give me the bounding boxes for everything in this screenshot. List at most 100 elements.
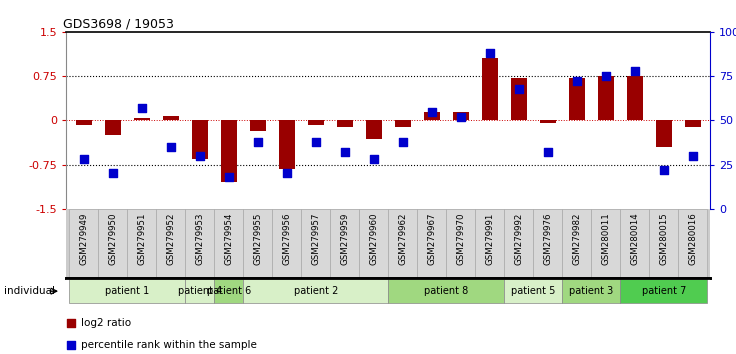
Text: GSM279992: GSM279992 bbox=[514, 212, 523, 265]
Bar bbox=[388, 209, 417, 278]
Text: GSM279949: GSM279949 bbox=[79, 212, 88, 265]
Bar bbox=[221, 120, 237, 182]
Bar bbox=[185, 209, 214, 278]
Text: GSM279952: GSM279952 bbox=[166, 212, 175, 265]
Bar bbox=[214, 209, 243, 278]
Bar bbox=[446, 209, 475, 278]
Point bbox=[310, 139, 322, 144]
Bar bbox=[620, 279, 707, 303]
Point bbox=[223, 174, 235, 180]
Text: GSM279957: GSM279957 bbox=[311, 212, 320, 265]
Bar bbox=[359, 209, 388, 278]
Point bbox=[687, 153, 698, 159]
Bar bbox=[250, 120, 266, 131]
Text: patient 2: patient 2 bbox=[294, 286, 338, 296]
Text: GSM280014: GSM280014 bbox=[630, 212, 640, 265]
Text: GSM279970: GSM279970 bbox=[456, 212, 465, 265]
Bar bbox=[243, 279, 388, 303]
Bar bbox=[539, 120, 556, 123]
Bar bbox=[504, 279, 562, 303]
Point bbox=[542, 149, 553, 155]
Point bbox=[107, 171, 118, 176]
Text: patient 4: patient 4 bbox=[177, 286, 222, 296]
Bar bbox=[191, 120, 208, 159]
Point bbox=[65, 321, 77, 326]
Text: individual: individual bbox=[4, 286, 54, 296]
Text: GSM279982: GSM279982 bbox=[573, 212, 581, 265]
Bar bbox=[598, 76, 614, 120]
Point bbox=[426, 109, 438, 114]
Bar bbox=[279, 120, 294, 169]
Point bbox=[513, 86, 525, 91]
Text: GSM279960: GSM279960 bbox=[369, 212, 378, 265]
Bar bbox=[214, 279, 243, 303]
Text: patient 8: patient 8 bbox=[424, 286, 468, 296]
Text: GSM279956: GSM279956 bbox=[282, 212, 291, 265]
Point bbox=[65, 342, 77, 348]
Bar bbox=[163, 116, 179, 120]
Bar bbox=[301, 209, 330, 278]
Text: GSM279953: GSM279953 bbox=[195, 212, 204, 265]
Text: log2 ratio: log2 ratio bbox=[81, 318, 131, 329]
Bar bbox=[308, 120, 324, 125]
Text: patient 7: patient 7 bbox=[642, 286, 686, 296]
Text: GSM279962: GSM279962 bbox=[398, 212, 407, 265]
Bar bbox=[453, 112, 469, 120]
Point bbox=[78, 156, 90, 162]
Point bbox=[629, 68, 641, 74]
Text: patient 5: patient 5 bbox=[511, 286, 556, 296]
Bar bbox=[649, 209, 679, 278]
Bar bbox=[627, 76, 643, 120]
Bar bbox=[105, 120, 121, 135]
Bar bbox=[185, 279, 214, 303]
Text: GSM279954: GSM279954 bbox=[224, 212, 233, 265]
Bar bbox=[388, 279, 504, 303]
Point bbox=[194, 153, 205, 159]
Point bbox=[135, 105, 147, 111]
Point bbox=[484, 50, 495, 56]
Point bbox=[339, 149, 350, 155]
Bar bbox=[98, 209, 127, 278]
Point bbox=[658, 167, 670, 173]
Text: GDS3698 / 19053: GDS3698 / 19053 bbox=[63, 18, 174, 31]
Bar bbox=[534, 209, 562, 278]
Bar bbox=[69, 279, 185, 303]
Point bbox=[165, 144, 177, 150]
Point bbox=[600, 73, 612, 79]
Text: GSM279959: GSM279959 bbox=[340, 212, 349, 265]
Text: GSM280016: GSM280016 bbox=[688, 212, 697, 265]
Bar bbox=[620, 209, 649, 278]
Point bbox=[252, 139, 263, 144]
Bar bbox=[272, 209, 301, 278]
Bar bbox=[394, 120, 411, 127]
Bar bbox=[156, 209, 185, 278]
Text: GSM279976: GSM279976 bbox=[543, 212, 552, 265]
Point bbox=[281, 171, 293, 176]
Bar bbox=[591, 209, 620, 278]
Text: GSM280011: GSM280011 bbox=[601, 212, 610, 265]
Point bbox=[397, 139, 408, 144]
Text: GSM279951: GSM279951 bbox=[137, 212, 146, 265]
Text: patient 1: patient 1 bbox=[105, 286, 149, 296]
Bar bbox=[475, 209, 504, 278]
Text: GSM280015: GSM280015 bbox=[659, 212, 668, 265]
Bar bbox=[656, 120, 672, 147]
Text: GSM279967: GSM279967 bbox=[428, 212, 436, 265]
Point bbox=[455, 114, 467, 120]
Bar bbox=[337, 120, 353, 127]
Bar bbox=[504, 209, 534, 278]
Bar bbox=[134, 118, 149, 120]
Text: patient 3: patient 3 bbox=[569, 286, 613, 296]
Bar bbox=[511, 78, 527, 120]
Bar bbox=[417, 209, 446, 278]
Bar bbox=[562, 279, 620, 303]
Point bbox=[368, 156, 380, 162]
Bar bbox=[482, 58, 498, 120]
Text: GSM279950: GSM279950 bbox=[108, 212, 117, 265]
Text: percentile rank within the sample: percentile rank within the sample bbox=[81, 339, 257, 350]
Point bbox=[571, 79, 583, 84]
Bar bbox=[569, 78, 585, 120]
Bar bbox=[424, 112, 439, 120]
Text: GSM279955: GSM279955 bbox=[253, 212, 262, 265]
Bar bbox=[685, 120, 701, 127]
